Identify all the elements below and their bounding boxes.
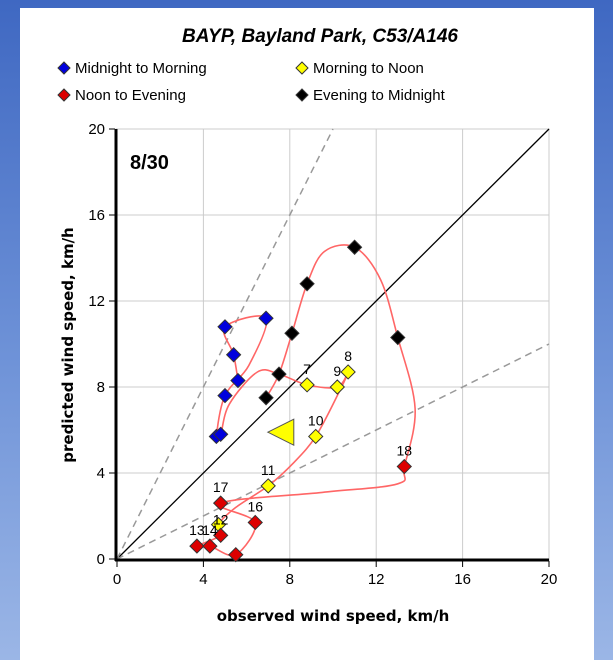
point-label-series1-2: 10 xyxy=(308,412,324,428)
point-series2-3 xyxy=(228,546,244,563)
point-label-series2-1: 13 xyxy=(189,522,205,538)
point-series0-3 xyxy=(258,310,274,326)
point-label-series2-2: 14 xyxy=(202,522,218,538)
point-series0-1 xyxy=(225,347,242,363)
point-series1-4 xyxy=(329,379,346,395)
y-tick-label-2: 8 xyxy=(97,379,105,396)
reference-line-factor-of-two-1 xyxy=(116,128,334,560)
y-tick-label-3: 12 xyxy=(88,293,105,310)
point-series1-1 xyxy=(260,478,276,494)
point-series0-0 xyxy=(230,372,246,389)
reference-lines xyxy=(116,128,550,560)
point-series2-4 xyxy=(247,514,263,531)
point-series2-2 xyxy=(202,538,218,554)
point-label-series2-0: 12 xyxy=(213,511,229,527)
reference-line-one-to-one-0 xyxy=(116,128,550,560)
point-series2-6 xyxy=(396,458,412,475)
chart-panel: BAYP, Bayland Park, C53/A146 Midnight to… xyxy=(20,8,594,660)
panel-label: 8/30 xyxy=(130,152,169,174)
point-series3-0 xyxy=(346,239,363,255)
legend-label-1: Morning to Noon xyxy=(313,60,424,77)
x-axis-label: observed wind speed, km/h xyxy=(217,607,450,625)
y-axis-label: predicted wind speed, km/h xyxy=(59,227,77,462)
point-series1-2 xyxy=(308,428,324,445)
x-tick-label-1: 4 xyxy=(199,571,207,588)
legend-marker-2 xyxy=(57,88,71,102)
point-label-series2-6: 18 xyxy=(396,443,412,459)
point-label-series1-4: 9 xyxy=(333,363,341,379)
x-tick-label-5: 20 xyxy=(541,571,558,588)
point-label-series2-4: 16 xyxy=(247,498,263,514)
point-series3-2 xyxy=(284,325,300,341)
point-series1-5 xyxy=(340,364,356,380)
legend-marker-1 xyxy=(295,61,309,75)
y-tick-label-1: 4 xyxy=(97,465,105,482)
y-tick-label-0: 0 xyxy=(97,551,105,568)
x-tick-label-2: 8 xyxy=(286,571,294,588)
point-label-series1-5: 8 xyxy=(344,348,352,364)
x-tick-label-0: 0 xyxy=(113,571,121,588)
y-tick-label-4: 16 xyxy=(88,207,105,224)
point-series3-5 xyxy=(390,329,406,346)
reference-line-factor-of-two-2 xyxy=(116,343,550,560)
chart-title: BAYP, Bayland Park, C53/A146 xyxy=(182,26,458,47)
current-position-marker xyxy=(266,418,295,446)
points xyxy=(189,239,412,563)
point-series2-5 xyxy=(212,495,229,511)
point-series3-1 xyxy=(299,276,315,292)
y-tick-label-5: 20 xyxy=(88,121,105,138)
legend-label-3: Evening to Midnight xyxy=(313,87,446,104)
point-series0-6 xyxy=(212,426,229,443)
point-label-series1-3: 7 xyxy=(303,361,311,377)
legend-label-2: Noon to Evening xyxy=(75,87,186,104)
axes: 0 4 8 12 16 20 0 4 8 12 16 20 xyxy=(88,121,557,588)
point-series3-4 xyxy=(258,390,274,406)
legend-marker-3 xyxy=(295,88,309,102)
legend-marker-0 xyxy=(57,61,71,75)
point-series2-0 xyxy=(212,527,229,544)
point-series1-3 xyxy=(299,377,315,393)
chart: BAYP, Bayland Park, C53/A146 Midnight to… xyxy=(57,26,557,625)
x-tick-label-3: 12 xyxy=(368,571,385,588)
point-label-series1-1: 11 xyxy=(261,462,276,478)
legend-label-0: Midnight to Morning xyxy=(75,60,207,77)
point-series0-4 xyxy=(217,387,233,404)
point-series0-2 xyxy=(217,319,233,335)
point-label-series2-5: 17 xyxy=(213,479,229,495)
point-series3-3 xyxy=(271,366,287,382)
x-tick-label-4: 16 xyxy=(454,571,471,588)
point-series2-1 xyxy=(189,538,205,554)
legend: Midnight to Morning Morning to Noon Noon t… xyxy=(57,60,446,104)
